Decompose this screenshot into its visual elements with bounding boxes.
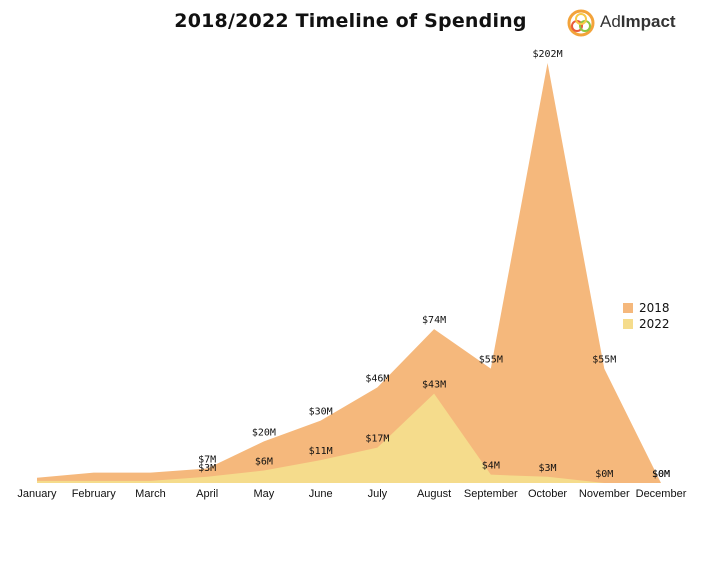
data-label-2022-july: $17M [365,434,389,445]
data-label-2022-december: $0M [652,469,670,480]
data-label-2018-november: $55M [592,355,616,366]
data-label-2018-july: $46M [365,373,389,384]
category-label-june: June [309,488,333,500]
data-label-2022-april: $3M [198,463,216,474]
data-label-2018-october: $202M [532,49,562,60]
category-label-october: October [528,488,567,500]
category-label-april: April [196,488,218,500]
chart-areas [37,63,661,483]
category-label-august: August [417,488,451,500]
logo-suffix: Impact [620,12,676,31]
legend-label-2018: 2018 [639,301,670,315]
legend-label-2022: 2022 [639,317,670,331]
category-label-july: July [368,488,388,500]
data-label-2018-august: $74M [422,315,446,326]
data-label-2018-june: $30M [309,407,333,418]
data-label-2022-may: $6M [255,457,273,468]
data-label-2018-september: $55M [479,355,503,366]
category-label-may: May [254,488,275,500]
legend-item-2022: 2022 [623,316,693,332]
chart-data-labels: $7M $20M $30M $46M $74M $55M $202M $55M $0M $3M $6… [198,49,670,480]
data-label-2022-september: $4M [482,461,500,472]
area-series-2022 [37,393,661,483]
data-label-2018-december: $0M [652,469,670,480]
category-label-september: September [464,488,518,500]
chart-title: 2018/2022 Timeline of Spending [174,10,527,32]
category-label-february: February [72,488,117,500]
data-label-2022-june: $11M [309,446,333,457]
category-label-march: March [135,488,166,500]
category-label-january: January [17,488,57,500]
legend-item-2018: 2018 [623,300,693,316]
logo-prefix: Ad [600,12,621,31]
chart-legend: 2018 2022 [623,300,693,332]
data-label-2022-august: $43M [422,380,446,391]
logo-text: AdImpact [600,12,676,32]
category-label-november: November [579,488,630,500]
data-label-2018-april: $7M [198,454,216,465]
category-label-december: December [636,488,687,500]
data-label-2022-november: $0M [595,469,613,480]
area-series-2018 [37,63,661,483]
chart-category-labels: January February March April May June July Augu… [17,488,686,500]
data-label-2022-october: $3M [539,463,557,474]
legend-swatch-2022 [623,319,633,329]
logo-icon [567,9,595,37]
data-label-2018-may: $20M [252,427,276,438]
admpact-logo: AdImpact [566,8,696,38]
legend-swatch-2018 [623,303,633,313]
